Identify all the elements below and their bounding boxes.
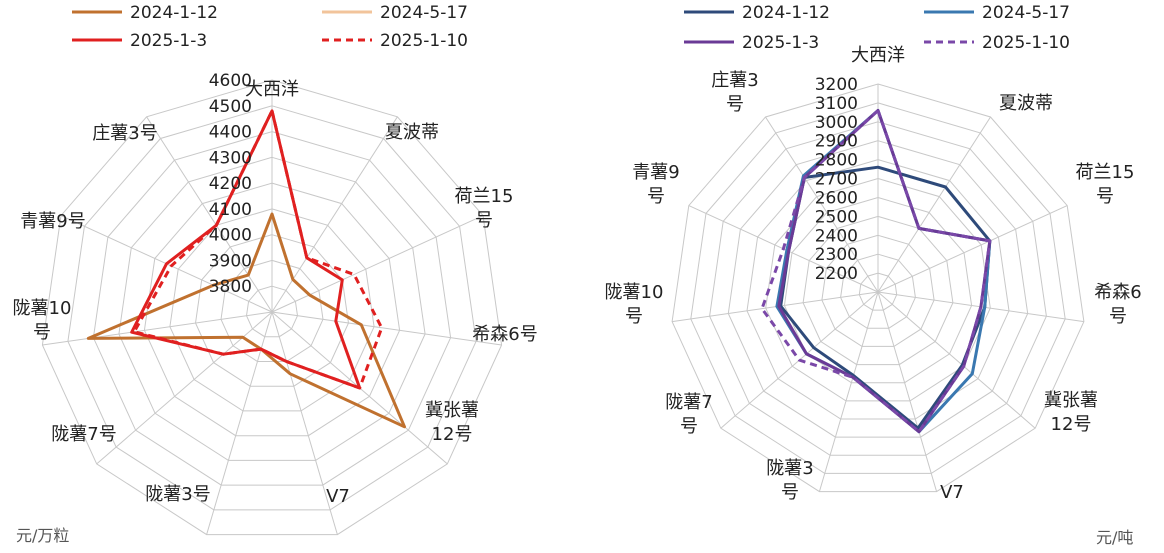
grid-ring-0-5 (143, 182, 401, 437)
tick-label-0-7: 4500 (209, 97, 252, 117)
axis-label-0-1: 夏波蒂 (385, 122, 439, 143)
tick-label-1-6: 2800 (815, 151, 858, 171)
grid-ring-1-7 (746, 159, 1010, 420)
spoke-1-6 (818, 291, 879, 492)
series-line-1-1 (775, 109, 992, 434)
legend-label-1-3: 2025-1-10 (982, 33, 1070, 53)
spoke-1-10 (765, 116, 879, 293)
series-line-1-3 (760, 109, 992, 434)
legend-label-0-3: 2025-1-10 (380, 31, 468, 51)
axis-label-1-0: 大西洋 (851, 45, 905, 66)
legend-label-1-0: 2024-1-12 (742, 3, 830, 23)
tick-label-0-5: 4300 (209, 148, 252, 168)
axis-label-1-7: 陇薯7 号 (665, 392, 712, 437)
spoke-1-8 (672, 291, 879, 323)
tick-label-0-6: 4400 (209, 123, 252, 143)
grid-ring-0-8 (67, 105, 477, 511)
tick-label-1-10: 3200 (815, 75, 858, 95)
axis-label-0-0: 大西洋 (245, 79, 299, 100)
axis-label-0-3: 希森6号 (472, 324, 537, 345)
tick-label-0-1: 3900 (209, 251, 252, 271)
legend-label-0-1: 2024-5-17 (380, 3, 468, 23)
spoke-1-4 (877, 291, 1036, 429)
right-unit-label: 元/吨 (1096, 528, 1134, 547)
tick-label-0-3: 4100 (209, 200, 252, 220)
spoke-1-1 (877, 116, 991, 293)
spoke-0-3 (271, 311, 502, 346)
axis-label-1-3: 希森6 号 (1094, 282, 1141, 327)
spoke-0-8 (42, 311, 273, 346)
grid-ring-1-2 (840, 253, 916, 329)
grid-ring-1-1 (858, 272, 898, 311)
tick-label-1-9: 3100 (815, 94, 858, 114)
spoke-0-10 (146, 116, 273, 313)
grid-ring-1-4 (802, 215, 954, 366)
grid-ring-0-7 (92, 131, 452, 486)
series-line-1-2 (777, 109, 992, 434)
legend-label-1-2: 2025-1-3 (742, 33, 819, 53)
grid-ring-0-6 (118, 156, 426, 461)
tick-label-1-7: 2900 (815, 132, 858, 152)
spoke-0-2 (271, 215, 484, 313)
axis-label-1-1: 夏波蒂 (999, 93, 1053, 114)
grid-ring-1-10 (690, 102, 1066, 474)
axis-label-1-6: 陇薯3 号 (766, 458, 813, 503)
tick-label-0-0: 3800 (209, 277, 252, 297)
axis-label-1-8: 陇薯10 号 (605, 282, 664, 327)
tick-label-0-8: 4600 (209, 71, 252, 91)
axis-label-0-10: 庄薯3号 (92, 123, 157, 144)
axis-label-0-2: 荷兰15 号 (455, 186, 514, 231)
tick-label-1-4: 2600 (815, 189, 858, 209)
axis-label-1-2: 荷兰15 号 (1076, 162, 1135, 207)
spoke-1-5 (877, 291, 938, 492)
grid-ring-0-1 (245, 285, 299, 338)
grid-ring-0-9 (41, 79, 503, 536)
tick-label-1-8: 3000 (815, 113, 858, 133)
grid-ring-0-4 (169, 208, 375, 412)
series-line-0-3 (132, 109, 384, 390)
tick-label-1-1: 2300 (815, 245, 858, 265)
spoke-0-7 (96, 311, 273, 465)
axis-label-1-10: 庄薯3 号 (711, 70, 758, 115)
axis-label-0-4: 冀张薯 12号 (425, 400, 479, 445)
axis-label-1-9: 青薯9 号 (632, 162, 679, 207)
tick-label-1-2: 2400 (815, 226, 858, 246)
grid-ring-0-3 (194, 234, 350, 387)
tick-label-0-4: 4200 (209, 174, 252, 194)
left-unit-label: 元/万粒 (16, 526, 70, 545)
grid-ring-0-2 (220, 259, 324, 362)
tick-label-1-3: 2500 (815, 207, 858, 227)
axis-label-0-6: 陇薯3号 (145, 484, 210, 505)
grid-ring-1-9 (709, 121, 1047, 456)
axis-label-0-7: 陇薯7号 (51, 424, 116, 445)
grid-ring-1-11 (671, 83, 1085, 493)
tick-label-0-2: 4000 (209, 226, 252, 246)
tick-label-1-0: 2200 (815, 264, 858, 284)
grid-ring-1-5 (783, 196, 973, 384)
spoke-1-2 (877, 205, 1068, 293)
axis-label-1-4: 冀张薯 12号 (1044, 390, 1098, 435)
grid-ring-1-8 (727, 140, 1029, 438)
legend-label-1-1: 2024-5-17 (982, 3, 1070, 23)
grid-ring-1-3 (821, 234, 935, 347)
series-line-0-2 (130, 109, 362, 390)
legend-label-0-2: 2025-1-3 (130, 31, 207, 51)
axis-label-0-9: 青薯9号 (20, 211, 85, 232)
axis-label-0-5: V7 (326, 486, 350, 507)
series-line-0-0 (86, 212, 406, 429)
tick-label-1-5: 2700 (815, 170, 858, 190)
axis-label-1-5: V7 (940, 482, 964, 503)
legend-label-0-0: 2024-1-12 (130, 3, 218, 23)
spoke-0-5 (271, 311, 338, 535)
axis-label-0-8: 陇薯10 号 (13, 298, 72, 343)
